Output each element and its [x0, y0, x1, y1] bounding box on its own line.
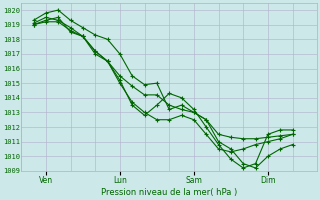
X-axis label: Pression niveau de la mer( hPa ): Pression niveau de la mer( hPa ) [101, 188, 237, 197]
